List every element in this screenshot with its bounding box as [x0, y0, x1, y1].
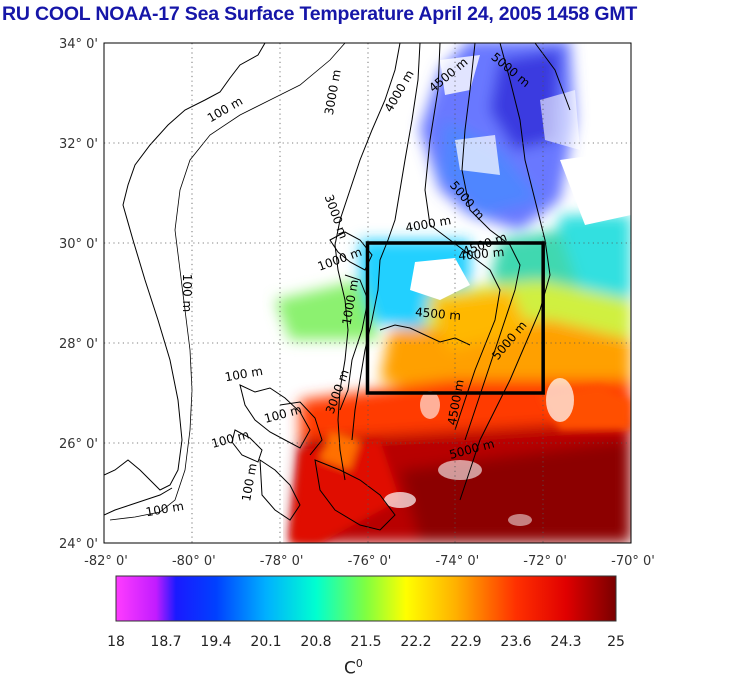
- colorbar-tick-label: 24.3: [550, 634, 581, 650]
- colorbar-tick-label: 20.8: [300, 634, 331, 650]
- lat-tick-label: 24° 0': [59, 537, 98, 552]
- colorbar-tick-label: 18: [107, 634, 125, 650]
- contour-label: 4000 m: [382, 68, 417, 115]
- contour-label: 100 m: [239, 462, 259, 502]
- coastline-layer: [104, 43, 571, 531]
- colorbar-frame: [115, 575, 617, 622]
- lon-tick-label: -78° 0': [260, 554, 304, 569]
- map-title: RU COOL NOAA-17 Sea Surface Temperature …: [2, 3, 638, 25]
- lat-tick-label: 26° 0': [59, 437, 98, 452]
- contour-label: 3000 m: [322, 68, 344, 116]
- unit-text: C: [344, 658, 356, 679]
- colorbar-tick-label: 21.5: [350, 634, 381, 650]
- lat-tick-label: 28° 0': [59, 337, 98, 352]
- study-region-box: [365, 241, 545, 395]
- colorbar-tick-label: 19.4: [200, 634, 231, 650]
- colorbar-tick-label: 23.6: [500, 634, 531, 650]
- unit-superscript: 0: [355, 657, 363, 670]
- contour-label: 100 m: [180, 274, 194, 312]
- contour-label: 1000 m: [316, 245, 364, 274]
- colorbar-tick-label: 18.7: [150, 634, 181, 650]
- lon-tick-label: -76° 0': [348, 554, 392, 569]
- colorbar-labels: 18 18.7 19.4 20.1 20.8 21.5 22.2 22.9 23.6 24.3 25: [107, 634, 625, 650]
- map-frame: [103, 42, 632, 544]
- lon-tick-label: -70° 0': [611, 554, 655, 569]
- lon-tick-label: -82° 0': [84, 554, 128, 569]
- latitude-axis: 24° 0' 26° 0' 28° 0' 30° 0' 32° 0' 34° 0': [59, 37, 98, 552]
- contour-label: 4500 m: [415, 305, 462, 323]
- lat-tick-label: 30° 0': [59, 237, 98, 252]
- contour-label: 100 m: [224, 364, 264, 384]
- lon-tick-label: -80° 0': [172, 554, 216, 569]
- colorbar-tick-label: 22.9: [450, 634, 481, 650]
- colorbar-unit: C0: [344, 657, 363, 679]
- contour-label: 4000 m: [404, 213, 452, 235]
- lat-tick-label: 34° 0': [59, 37, 98, 52]
- colorbar-tick-label: 25: [607, 634, 625, 650]
- longitude-axis: -82° 0' -80° 0' -78° 0' -76° 0' -74° 0' -72° …: [84, 554, 655, 569]
- lon-tick-label: -74° 0': [435, 554, 479, 569]
- colorbar-tick-label: 22.2: [400, 634, 431, 650]
- lat-tick-label: 32° 0': [59, 137, 98, 152]
- colorbar-tick-label: 20.1: [250, 634, 281, 650]
- contour-label: 100 m: [145, 499, 185, 519]
- colorbar: [116, 576, 616, 621]
- contour-label: 4000 m: [458, 245, 505, 263]
- lon-tick-label: -72° 0': [523, 554, 567, 569]
- sst-data-field: [104, 43, 631, 543]
